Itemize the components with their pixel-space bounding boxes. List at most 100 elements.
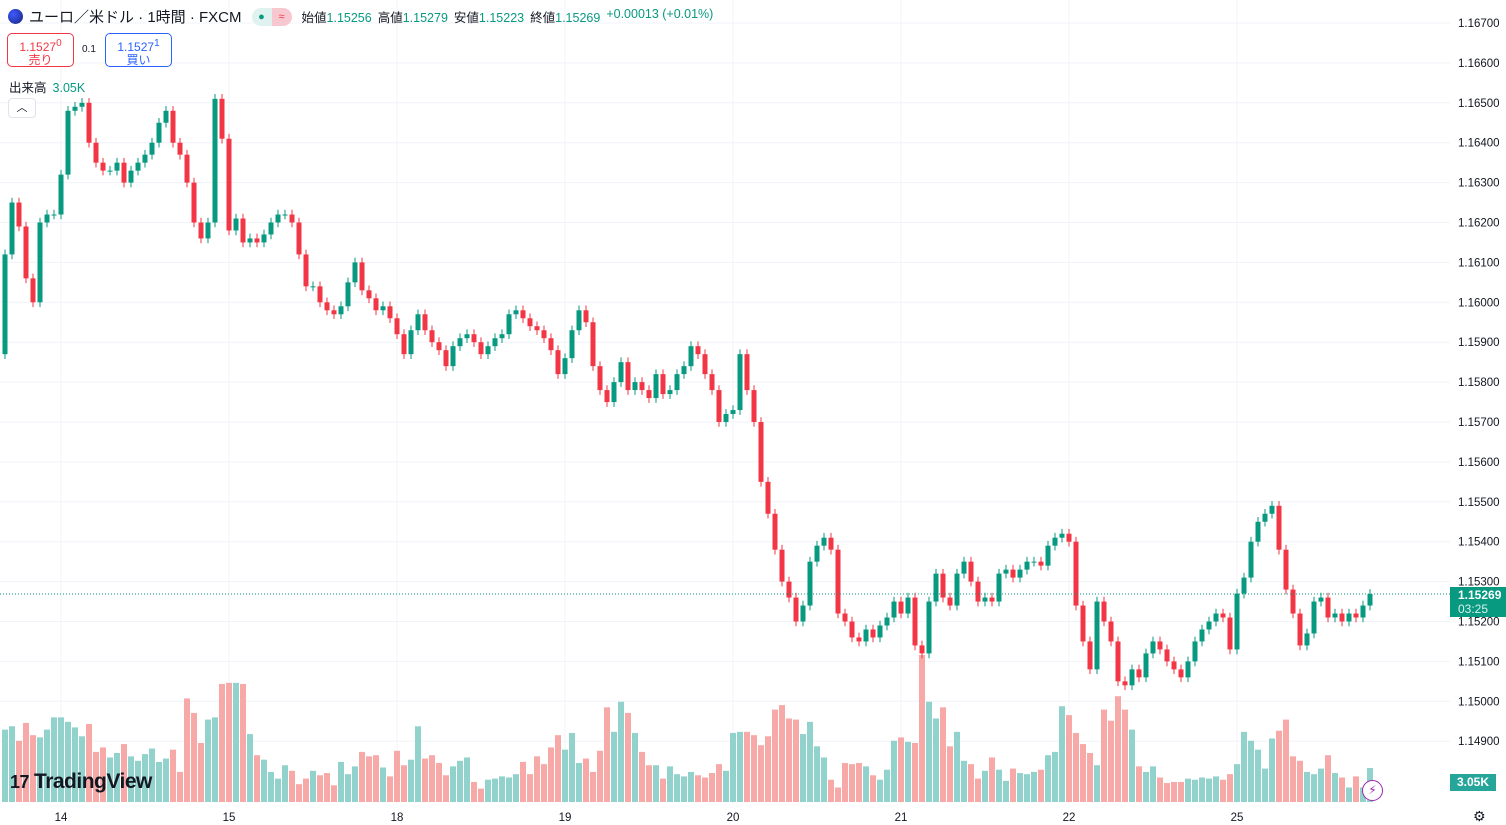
candle [737,349,743,415]
volume-bar [163,758,169,802]
volume-bar [590,771,596,802]
candle [1346,608,1352,627]
candle [1227,612,1233,655]
volume-bar [856,763,862,802]
candle [954,568,960,611]
volume-bar [1003,780,1009,802]
y-tick-label: 1.16400 [1458,138,1500,150]
status-pill[interactable]: ● ≈ [251,7,292,26]
volume-bar [233,682,239,802]
candle-body [443,350,449,367]
price-axis: 1.16700 1.16600 1.16500 1.16400 1.16300 1.162… [1458,18,1500,748]
candle-body [1297,613,1303,646]
volume-bar [1283,719,1289,802]
volume-bar [1122,709,1128,802]
candle [821,532,827,551]
candle [527,313,533,332]
volume-bar [1157,777,1163,802]
volume-bar [632,732,638,802]
watermark-text: TradingView [34,770,152,793]
candle-body [548,338,554,351]
volume-bar [401,765,407,802]
candle [709,369,715,395]
y-tick-label: 1.16500 [1458,98,1500,110]
candle [681,361,687,379]
candle-body [1031,561,1037,563]
volume-bar [870,775,876,802]
volume-bar [716,764,722,802]
candle-body [303,254,309,287]
candle-body [814,545,820,562]
candle-body [625,362,631,391]
candle-body [667,390,673,395]
spread-value: 0.1 [82,44,96,55]
x-tick-label: 21 [895,812,908,824]
candle-body [933,573,939,602]
volume-bar [639,751,645,802]
candle [352,257,358,288]
settings-gear-icon[interactable]: ⚙ [1473,808,1486,824]
candle [576,305,582,336]
candle-body [632,382,638,391]
collapse-legend-button[interactable]: ︿ [8,98,36,118]
candle [450,341,456,371]
volume-bar [72,727,78,802]
candle [1136,664,1142,683]
candle-body [177,142,183,155]
candle [1115,636,1121,687]
candle-body [835,549,841,614]
candle-body [1346,613,1352,622]
buy-button[interactable]: 1.15271 買い [105,33,172,67]
open-value: 1.15256 [326,11,372,25]
candle [1360,600,1366,623]
tradingview-logo[interactable]: 17 TradingView [10,770,152,794]
y-tick-label: 1.16200 [1458,218,1500,230]
volume-bar [1311,774,1317,802]
volume-bars [2,655,1373,802]
candle-body [723,414,729,422]
candle-body [695,346,701,355]
candle-body [478,342,484,355]
candle-body [590,322,596,367]
volume-bar [821,757,827,802]
candle [44,209,50,228]
candle [156,117,162,148]
volume-bar [541,764,547,802]
volume-bar [121,744,127,802]
candle [758,417,764,487]
candle-body [947,597,953,606]
volume-bar [905,741,911,802]
volume-legend: 出来高 3.05K [9,77,85,96]
volume-bar [93,751,99,802]
candle-body [940,573,946,598]
candle [58,169,64,220]
candle-body [1262,513,1268,522]
candle-body [1234,593,1240,650]
candle [1248,536,1254,583]
volume-bar [1304,771,1310,802]
x-tick-label: 22 [1063,812,1076,824]
candle-body [107,170,113,172]
candle-body [1122,681,1128,686]
candle-body [1220,613,1226,618]
candle [65,105,71,180]
candle [282,209,288,220]
candle-body [807,561,813,606]
symbol-title[interactable]: ユーロ／米ドル · 1時間 · FXCM [29,9,242,26]
candle-body [618,362,624,383]
candle-body [23,226,29,279]
candle [1192,636,1198,667]
lightning-icon[interactable]: ⚡ [1362,780,1383,801]
candle-body [415,314,421,331]
candle-body [1192,641,1198,662]
candle-body [44,214,50,223]
volume-bar [79,736,85,802]
volume-bar [226,682,232,802]
sell-button[interactable]: 1.15270 売り [7,33,74,67]
candle-body [408,330,414,355]
candle [1241,572,1247,599]
candle [415,309,421,336]
candle [1318,592,1324,607]
volume-bar [1073,732,1079,802]
